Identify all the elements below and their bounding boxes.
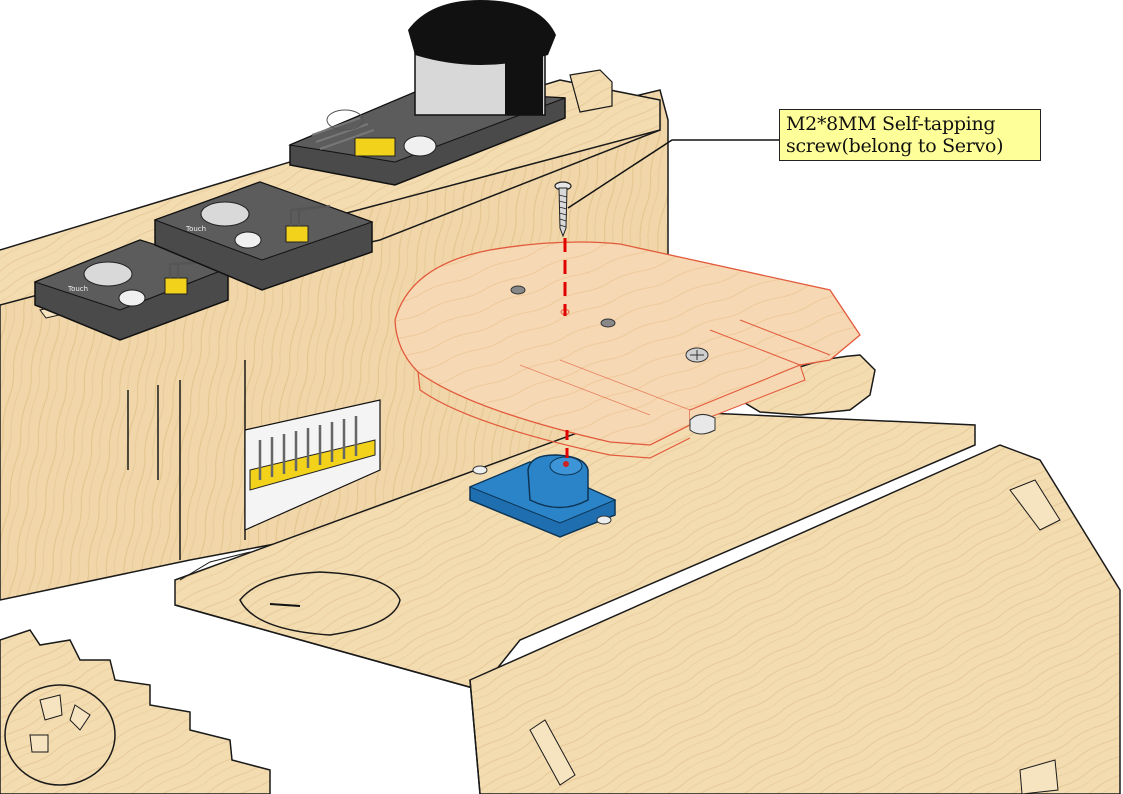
pin-header	[244, 399, 381, 531]
touch-module-2: Touch	[153, 181, 374, 291]
top-cover	[469, 444, 1121, 794]
callout-line-1: M2*8MM Self-tapping	[786, 113, 996, 135]
gear-wheel-left	[0, 629, 271, 794]
touch-label-2: Touch	[185, 225, 206, 233]
screw-callout: M2*8MM Self-tapping screw(belong to Serv…	[779, 109, 1041, 161]
servo-horn-plate	[394, 241, 861, 459]
screw-icon	[554, 181, 572, 238]
joystick-module	[288, 0, 566, 186]
assembly-guide-line	[563, 238, 569, 462]
touch-module-1: Touch	[33, 239, 230, 341]
base-platform	[174, 409, 976, 691]
callout-line-2: screw(belong to Servo)	[786, 135, 1004, 157]
servo-icon	[468, 454, 617, 538]
callout-leader	[567, 139, 780, 209]
touch-label-1: Touch	[67, 285, 88, 293]
